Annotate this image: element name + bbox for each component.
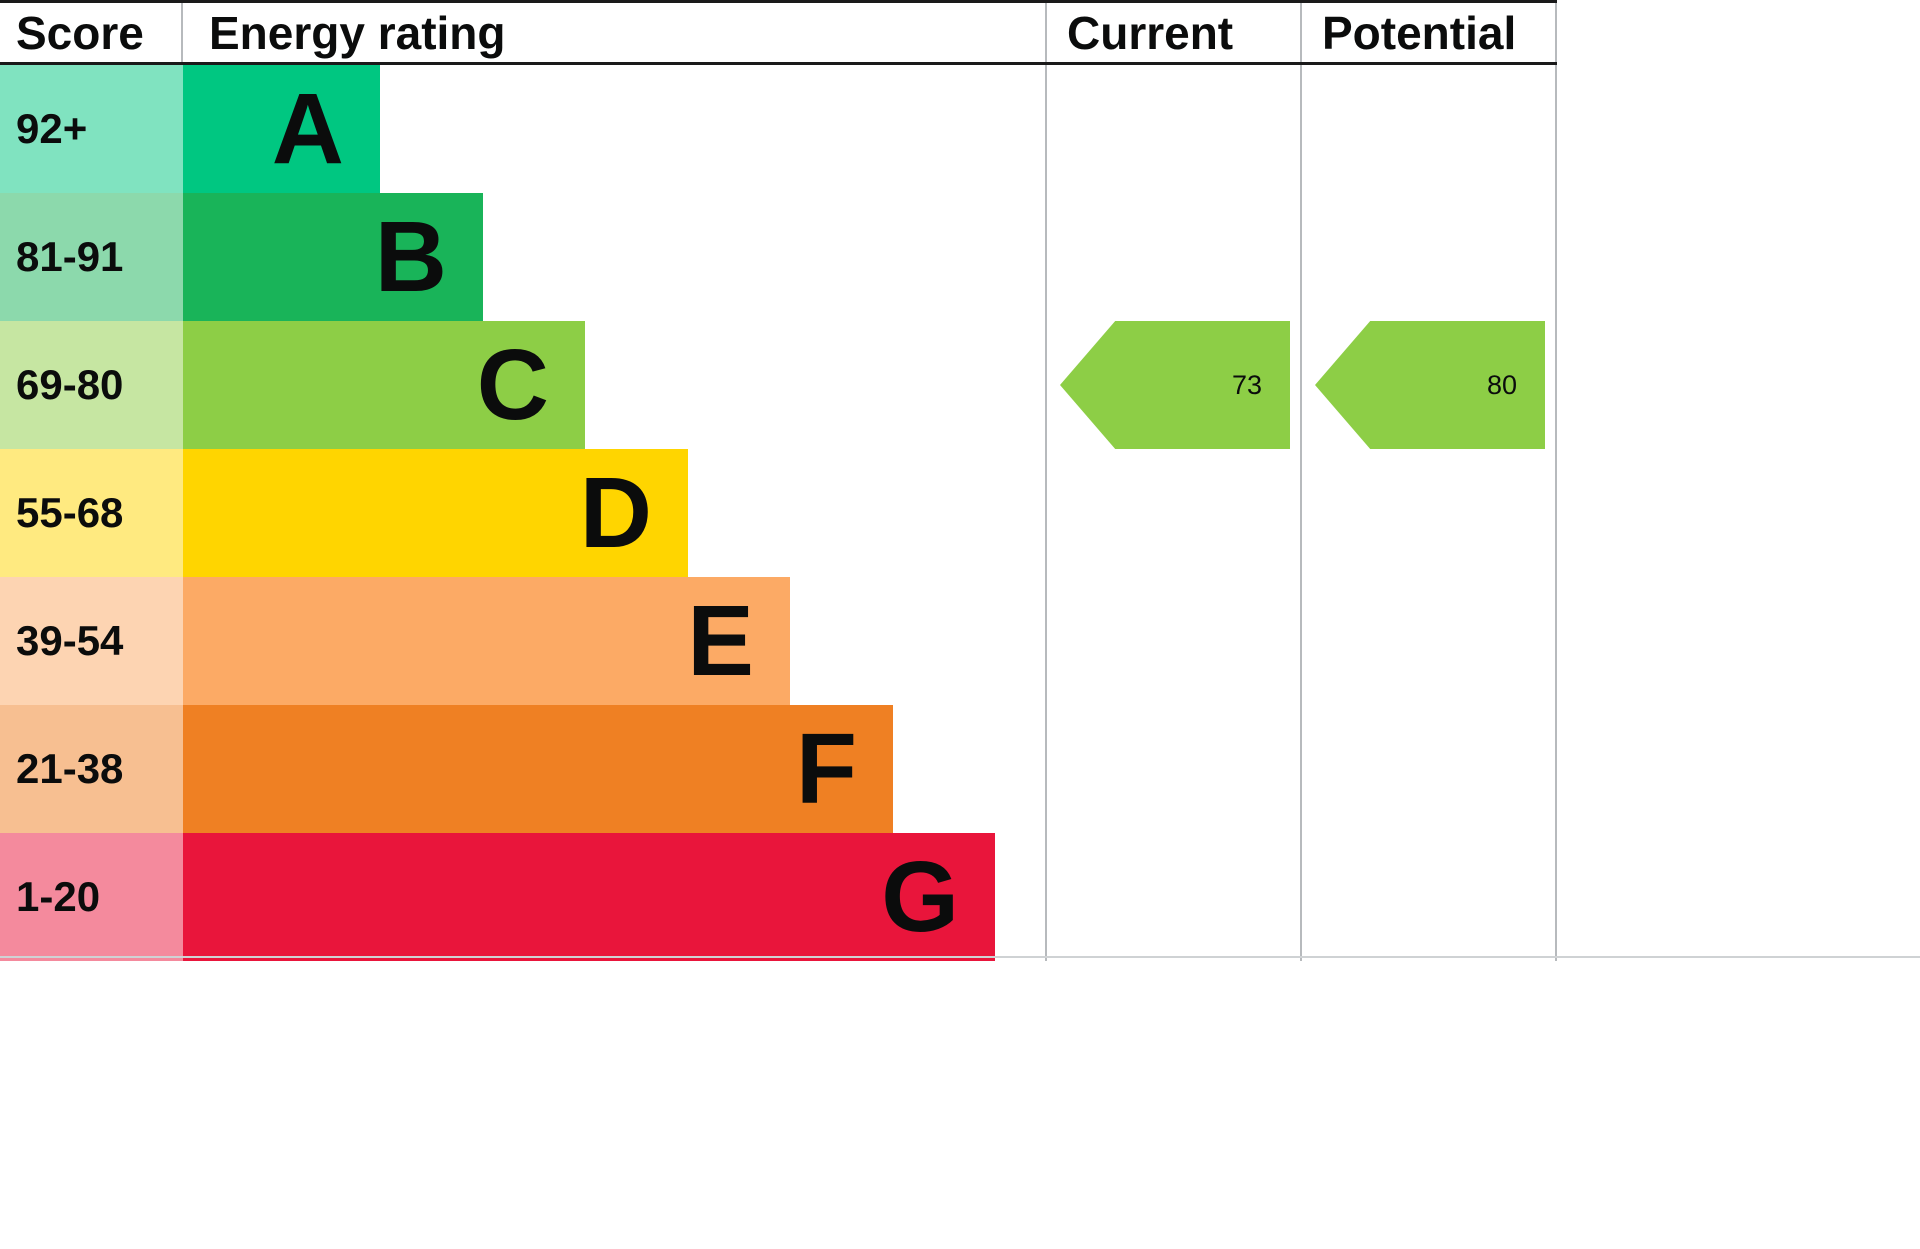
score-range-g: 1-20 <box>0 833 183 961</box>
score-range-c: 69-80 <box>0 321 183 449</box>
current-cell-f <box>1045 705 1300 833</box>
rating-cell-c: C <box>183 321 1045 449</box>
band-bar-a: A <box>183 65 380 193</box>
current-rating-arrow: 73 <box>1060 321 1290 449</box>
band-bar-b: B <box>183 193 483 321</box>
band-letter-c: C <box>476 329 549 441</box>
current-column-header: Current <box>1045 3 1300 62</box>
band-letter-d: D <box>579 457 652 569</box>
chart-header-row: Score Energy rating Current Potential <box>0 3 1557 65</box>
potential-cell-c: 80 <box>1300 321 1557 449</box>
band-letter-b: B <box>374 201 447 313</box>
score-range-d: 55-68 <box>0 449 183 577</box>
current-cell-e <box>1045 577 1300 705</box>
potential-arrow-wrap: 80 <box>1302 321 1555 449</box>
band-row-b: 81-91 B <box>0 193 1557 321</box>
potential-cell-b <box>1300 193 1557 321</box>
potential-rating-arrow: 80 <box>1315 321 1545 449</box>
band-row-g: 1-20 G <box>0 833 1557 961</box>
band-row-d: 55-68 D <box>0 449 1557 577</box>
band-letter-g: G <box>881 841 959 953</box>
score-range-a: 92+ <box>0 65 183 193</box>
band-row-f: 21-38 F <box>0 705 1557 833</box>
score-range-e: 39-54 <box>0 577 183 705</box>
band-bar-c: C <box>183 321 585 449</box>
band-bar-e: E <box>183 577 790 705</box>
current-cell-c: 73 <box>1045 321 1300 449</box>
current-cell-d <box>1045 449 1300 577</box>
band-letter-a: A <box>271 73 344 185</box>
band-row-e: 39-54 E <box>0 577 1557 705</box>
band-bar-d: D <box>183 449 688 577</box>
band-letter-f: F <box>795 713 857 825</box>
potential-cell-d <box>1300 449 1557 577</box>
current-rating-value: 73 <box>1231 369 1262 400</box>
band-letter-e: E <box>687 585 754 697</box>
rating-cell-d: D <box>183 449 1045 577</box>
band-row-a: 92+ A <box>0 65 1557 193</box>
rating-cell-a: A <box>183 65 1045 193</box>
score-column-header: Score <box>0 3 183 62</box>
band-row-c: 69-80 C 73 80 <box>0 321 1557 449</box>
energy-rating-column-header: Energy rating <box>209 6 506 59</box>
rating-cell-e: E <box>183 577 1045 705</box>
epc-energy-rating-chart: Score Energy rating Current Potential 92… <box>0 0 1557 961</box>
current-arrow-wrap: 73 <box>1047 321 1300 449</box>
rating-cell-b: B <box>183 193 1045 321</box>
chart-bottom-divider <box>0 956 1920 958</box>
potential-cell-e <box>1300 577 1557 705</box>
rating-cell-g: G <box>183 833 1045 961</box>
band-bar-f: F <box>183 705 893 833</box>
potential-cell-f <box>1300 705 1557 833</box>
current-cell-a <box>1045 65 1300 193</box>
potential-rating-value: 80 <box>1486 369 1517 400</box>
rating-cell-f: F <box>183 705 1045 833</box>
potential-cell-a <box>1300 65 1557 193</box>
band-bar-g: G <box>183 833 995 961</box>
current-cell-g <box>1045 833 1300 961</box>
score-range-f: 21-38 <box>0 705 183 833</box>
potential-column-header: Potential <box>1300 3 1557 62</box>
potential-cell-g <box>1300 833 1557 961</box>
score-range-b: 81-91 <box>0 193 183 321</box>
current-cell-b <box>1045 193 1300 321</box>
